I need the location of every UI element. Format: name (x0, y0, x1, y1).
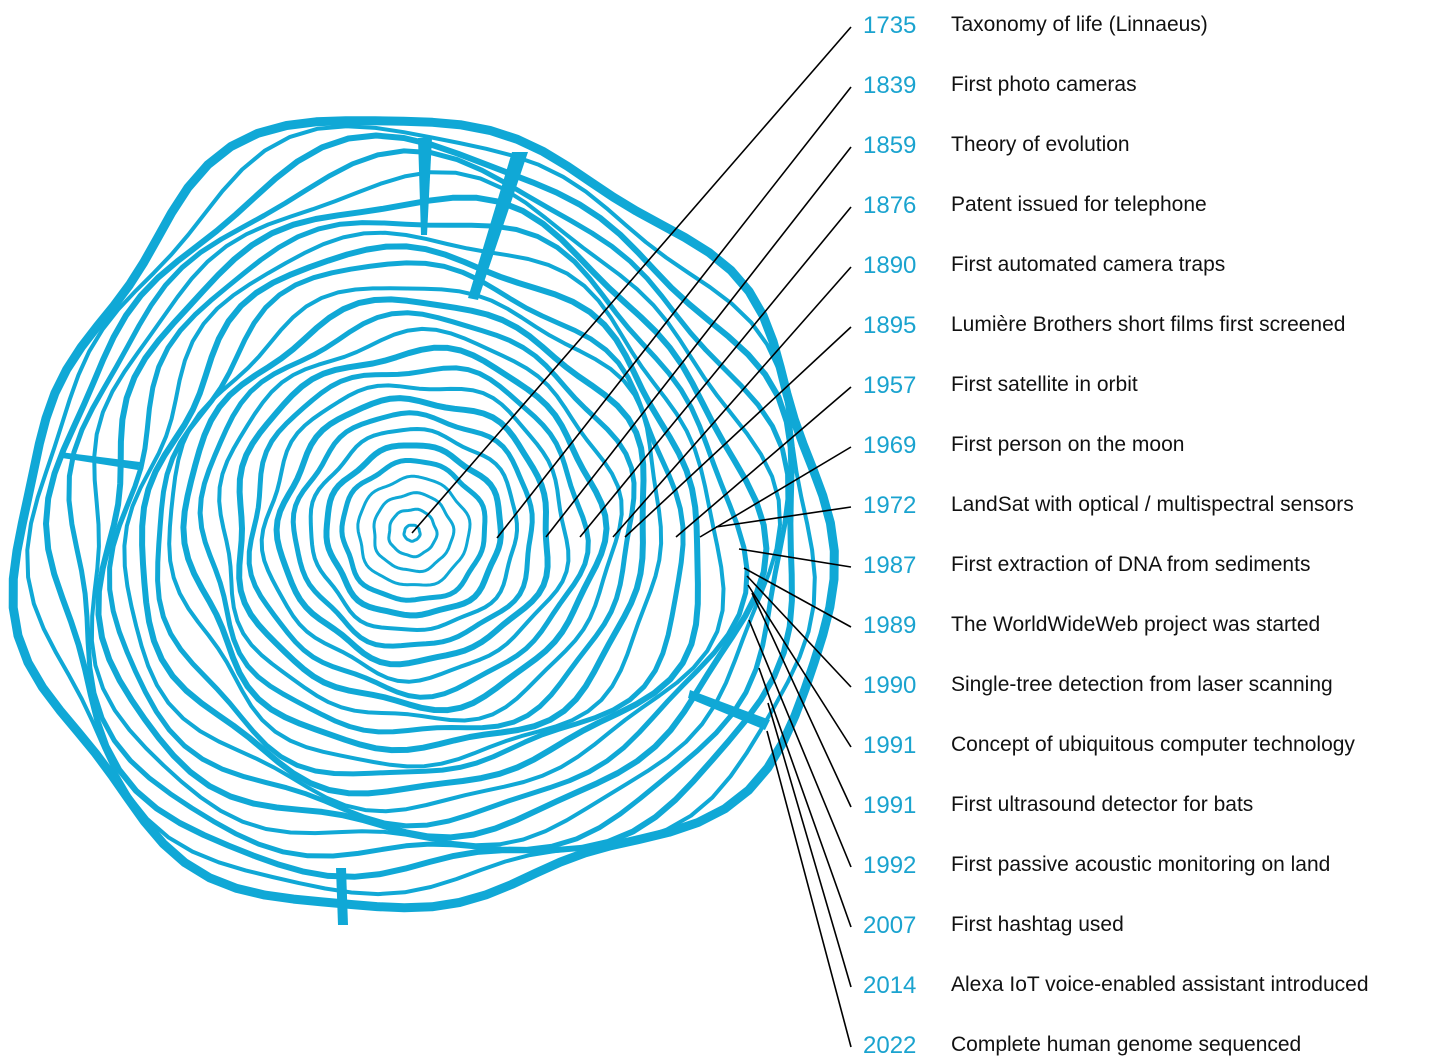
tree-ring (167, 286, 664, 769)
event-label: Single-tree detection from laser scannin… (951, 673, 1333, 696)
leader-line (699, 446, 852, 538)
tree-ring (259, 383, 571, 684)
leader-line (758, 667, 852, 928)
tree-ring (290, 410, 535, 649)
tree-ring (236, 344, 610, 714)
event-year: 1969 (863, 432, 916, 459)
leader-line (738, 548, 852, 568)
tree-ring (8, 116, 839, 913)
event-label: Theory of evolution (951, 133, 1130, 156)
leader-line (496, 86, 852, 539)
leader-line (748, 619, 852, 868)
event-year: 1991 (863, 792, 916, 819)
event-label: First ultrasound detector for bats (951, 793, 1253, 816)
event-year: 1991 (863, 732, 916, 759)
tree-ring (402, 523, 422, 543)
leader-line (767, 702, 852, 988)
tree-ring (122, 230, 726, 814)
tree-ring (180, 296, 647, 754)
tree-ring (372, 491, 456, 574)
ring-crack (60, 452, 140, 470)
leader-lines (411, 26, 852, 1048)
tree-ring (139, 243, 701, 797)
leader-line (751, 592, 852, 808)
tree-ring (246, 365, 591, 700)
leader-line (612, 266, 852, 538)
leader-line (743, 567, 852, 628)
event-year: 1972 (863, 492, 916, 519)
leader-line (746, 575, 852, 688)
event-label: Taxonomy of life (Linnaeus) (951, 13, 1208, 36)
tree-ring (217, 326, 624, 723)
event-year: 1735 (863, 12, 916, 39)
tree-ring (308, 427, 519, 632)
event-year: 1987 (863, 552, 916, 579)
event-year: 1990 (863, 672, 916, 699)
event-year: 1989 (863, 612, 916, 639)
event-label: First extraction of DNA from sediments (951, 553, 1310, 576)
event-label: Concept of ubiquitous computer technolog… (951, 733, 1355, 756)
leader-line (675, 386, 852, 538)
event-year: 2007 (863, 912, 916, 939)
tree-ring (107, 220, 750, 829)
ring-crack (418, 138, 432, 235)
tree-cracks (60, 138, 770, 925)
event-year: 2014 (863, 972, 916, 999)
tree-ring (66, 148, 791, 859)
event-label: First automated camera traps (951, 253, 1225, 276)
event-label: First satellite in orbit (951, 373, 1138, 396)
timeline-labels: 1735 Taxonomy of life (Linnaeus) 1839 First… (863, 12, 1369, 1057)
leader-line (766, 730, 852, 1048)
event-label: LandSat with optical / multispectral sen… (951, 493, 1354, 516)
event-year: 1890 (863, 252, 916, 279)
event-label: Patent issued for telephone (951, 193, 1207, 216)
leader-line (545, 146, 852, 538)
event-year: 1839 (863, 72, 916, 99)
event-year: 2022 (863, 1032, 916, 1057)
event-label: The WorldWideWeb project was started (951, 613, 1320, 636)
tree-ring (356, 474, 472, 587)
event-year: 1895 (863, 312, 916, 339)
event-label: First passive acoustic monitoring on lan… (951, 853, 1330, 876)
leader-line (715, 506, 852, 528)
ring-crack (688, 690, 770, 730)
tree-ring (89, 170, 782, 848)
ring-crack (468, 152, 528, 300)
tree-ring (273, 395, 551, 668)
event-year: 1876 (863, 192, 916, 219)
event-year: 1859 (863, 132, 916, 159)
leader-line (411, 26, 852, 534)
event-label: Lumière Brothers short films first scree… (951, 313, 1345, 336)
tree-ring (197, 310, 637, 735)
tree-ring (323, 442, 504, 619)
event-label: First photo cameras (951, 73, 1137, 96)
event-year: 1957 (863, 372, 916, 399)
event-label: Alexa IoT voice-enabled assistant introd… (951, 973, 1369, 996)
event-label: First person on the moon (951, 433, 1184, 456)
tree-rings (8, 116, 839, 913)
ring-crack (336, 868, 348, 925)
event-year: 1992 (863, 852, 916, 879)
tree-ring (155, 260, 686, 777)
tree-ring (95, 194, 770, 841)
leader-line (579, 206, 852, 538)
tree-ring (387, 507, 439, 559)
event-label: First hashtag used (951, 913, 1124, 936)
leader-line (747, 584, 852, 748)
event-label: Complete human genome sequenced (951, 1033, 1301, 1056)
leader-line (624, 326, 852, 538)
tree-ring (339, 458, 488, 603)
